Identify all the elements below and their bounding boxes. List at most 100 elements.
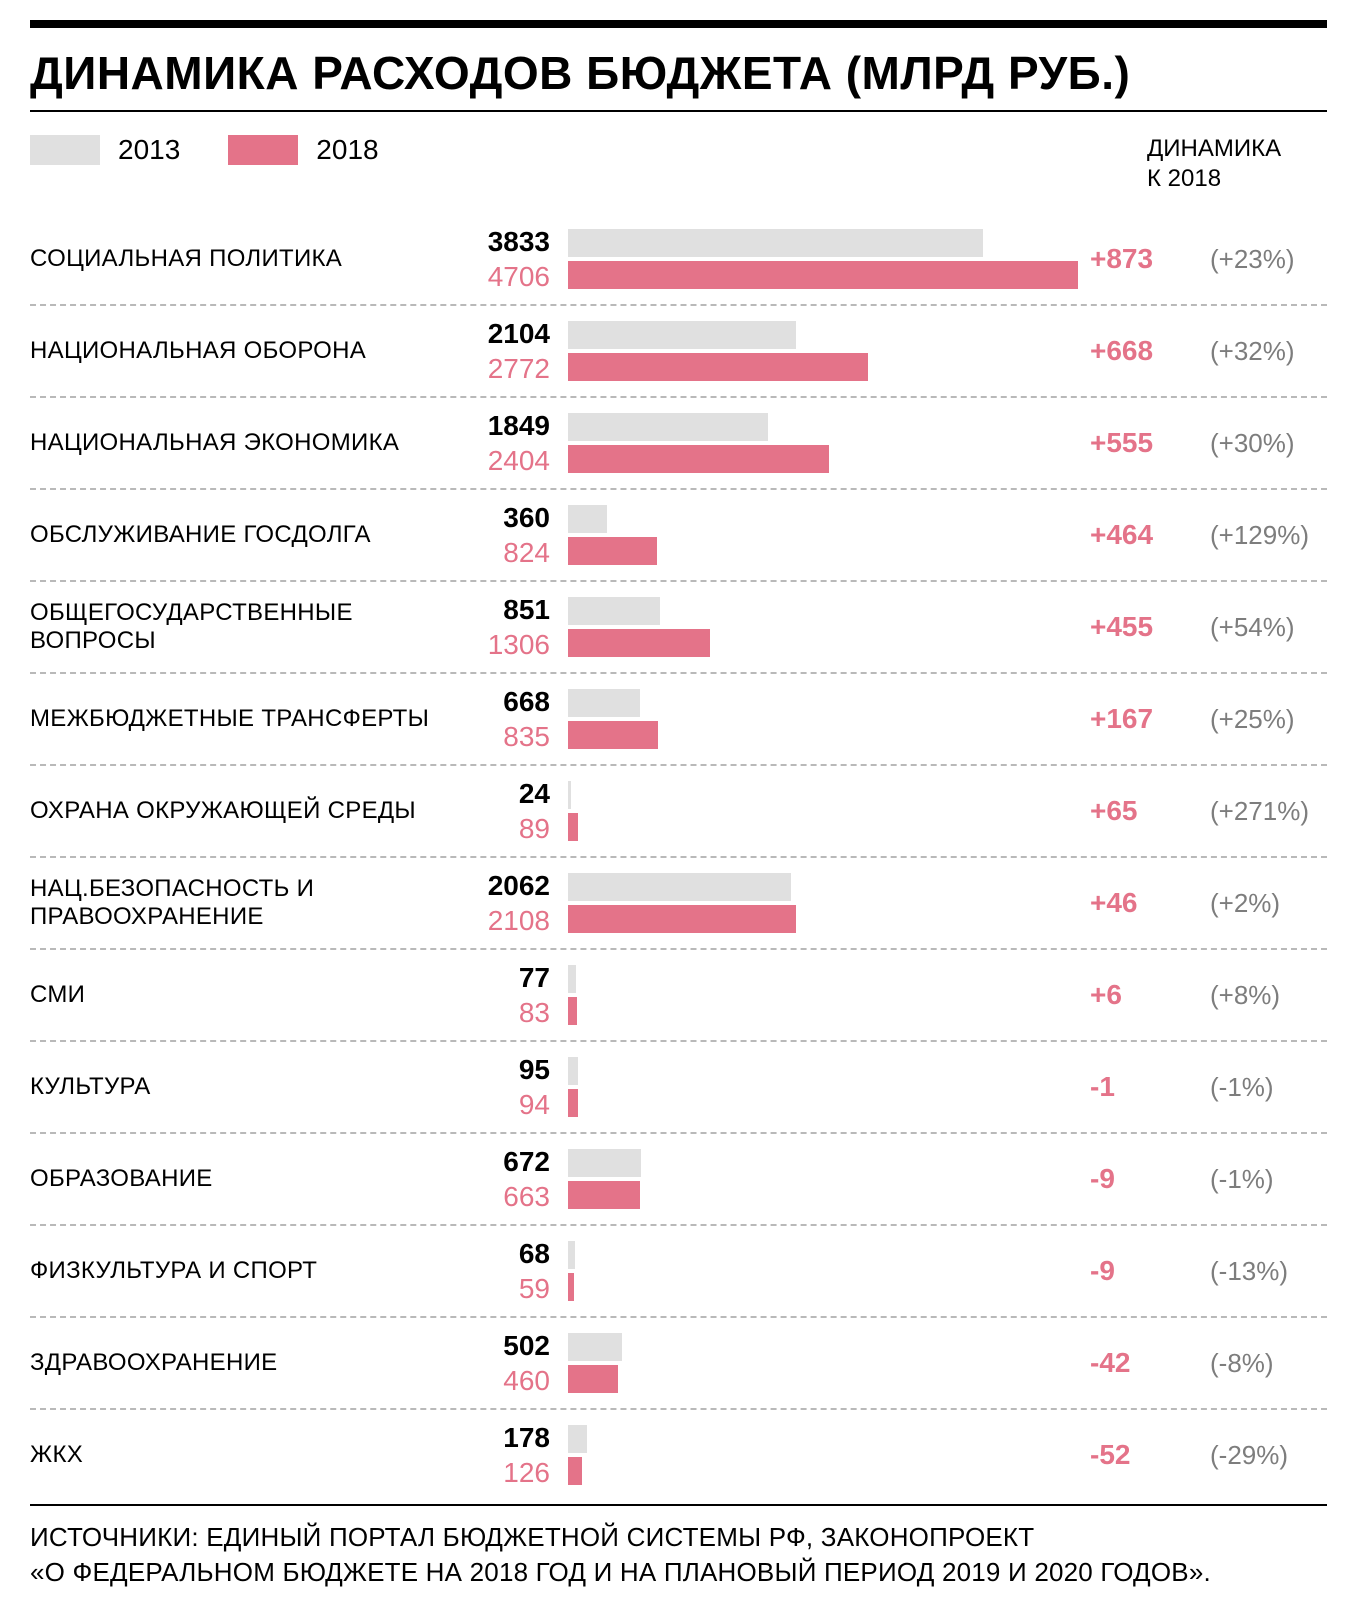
bar-2013 [568, 229, 983, 257]
delta-percent: (-29%) [1210, 1440, 1330, 1471]
value-2013: 502 [470, 1328, 550, 1363]
value-2013: 24 [470, 776, 550, 811]
delta-percent: (+30%) [1210, 428, 1330, 459]
value-pair: 668835 [470, 684, 550, 754]
value-2018: 2772 [470, 351, 550, 386]
value-2018: 94 [470, 1087, 550, 1122]
delta-value: -9 [1090, 1163, 1200, 1195]
bar-2013 [568, 1425, 587, 1453]
value-2018: 2108 [470, 903, 550, 938]
bar-2013 [568, 1149, 641, 1177]
delta-percent: (-1%) [1210, 1072, 1330, 1103]
chart-row: КУЛЬТУРА 9594 -1 (-1%) [30, 1042, 1327, 1134]
legend-label-2013: 2013 [118, 134, 180, 166]
value-pair: 6859 [470, 1236, 550, 1306]
delta-value: -42 [1090, 1347, 1200, 1379]
category-label: МЕЖБЮДЖЕТНЫЕ ТРАНСФЕРТЫ [30, 705, 460, 733]
delta-value: -52 [1090, 1439, 1200, 1471]
footer-rule [30, 1504, 1327, 1506]
dynamics-header-line1: ДИНАМИКА [1147, 134, 1327, 164]
page-title: ДИНАМИКА РАСХОДОВ БЮДЖЕТА (МЛРД РУБ.) [30, 46, 1327, 100]
value-2013: 1849 [470, 408, 550, 443]
category-label: КУЛЬТУРА [30, 1073, 460, 1101]
bar-2013 [568, 1057, 578, 1085]
swatch-2018 [228, 135, 298, 165]
value-pair: 672663 [470, 1144, 550, 1214]
chart-row: ОБСЛУЖИВАНИЕ ГОСДОЛГА360824+464(+129%) [30, 490, 1327, 582]
source-text: ИСТОЧНИКИ: ЕДИНЫЙ ПОРТАЛ БЮДЖЕТНОЙ СИСТЕ… [30, 1520, 1327, 1590]
bar-group [560, 1149, 1080, 1209]
chart-row: ФИЗКУЛЬТУРА И СПОРТ 6859 -9 (-13%) [30, 1226, 1327, 1318]
chart-row: СМИ7783+6(+8%) [30, 950, 1327, 1042]
delta-percent: (+54%) [1210, 612, 1330, 643]
delta-percent: (+23%) [1210, 244, 1330, 275]
value-pair: 360824 [470, 500, 550, 570]
delta-percent: (-13%) [1210, 1256, 1330, 1287]
bar-group [560, 1333, 1080, 1393]
delta-value: +167 [1090, 703, 1200, 735]
bar-2013 [568, 873, 791, 901]
value-pair: 9594 [470, 1052, 550, 1122]
value-2013: 360 [470, 500, 550, 535]
bar-group [560, 321, 1080, 381]
value-2013: 851 [470, 592, 550, 627]
delta-percent: (+25%) [1210, 704, 1330, 735]
category-label: НАЦИОНАЛЬНАЯ ЭКОНОМИКА [30, 429, 460, 457]
delta-value: -1 [1090, 1071, 1200, 1103]
value-2013: 672 [470, 1144, 550, 1179]
chart-row: ЗДРАВООХРАНЕНИЕ 502460 -42 (-8%) [30, 1318, 1327, 1410]
value-2018: 2404 [470, 443, 550, 478]
source-line2: «О ФЕДЕРАЛЬНОМ БЮДЖЕТЕ НА 2018 ГОД И НА … [30, 1555, 1327, 1590]
bar-group [560, 413, 1080, 473]
chart-row: МЕЖБЮДЖЕТНЫЕ ТРАНСФЕРТЫ 668835 +167 (+25%) [30, 674, 1327, 766]
bar-2013 [568, 321, 796, 349]
value-pair: 38334706 [470, 224, 550, 294]
delta-value: +65 [1090, 795, 1200, 827]
bar-2018 [568, 629, 710, 657]
value-2013: 68 [470, 1236, 550, 1271]
category-label: ЗДРАВООХРАНЕНИЕ [30, 1349, 460, 1377]
bar-2018 [568, 721, 658, 749]
category-label: ОХРАНА ОКРУЖАЮЩЕЙ СРЕДЫ [30, 797, 460, 825]
legend-row: 2013 2018 ДИНАМИКА К 2018 [30, 134, 1327, 194]
value-2018: 126 [470, 1455, 550, 1490]
bar-2018 [568, 997, 577, 1025]
delta-value: +6 [1090, 979, 1200, 1011]
bar-group [560, 965, 1080, 1025]
delta-percent: (+271%) [1210, 796, 1330, 827]
value-pair: 8511306 [470, 592, 550, 662]
bar-group [560, 597, 1080, 657]
delta-percent: (-8%) [1210, 1348, 1330, 1379]
value-2013: 2062 [470, 868, 550, 903]
delta-value: +455 [1090, 611, 1200, 643]
chart-row: ОБРАЗОВАНИЕ672663-9(-1%) [30, 1134, 1327, 1226]
category-label: СОЦИАЛЬНАЯ ПОЛИТИКА [30, 245, 460, 273]
bar-2018 [568, 261, 1078, 289]
delta-value: -9 [1090, 1255, 1200, 1287]
infographic-page: ДИНАМИКА РАСХОДОВ БЮДЖЕТА (МЛРД РУБ.) 20… [0, 0, 1357, 1620]
category-label: ЖКХ [30, 1441, 460, 1469]
value-2018: 460 [470, 1363, 550, 1398]
swatch-2013 [30, 135, 100, 165]
delta-percent: (+2%) [1210, 888, 1330, 919]
bar-2018 [568, 1181, 640, 1209]
chart-row: НАЦИОНАЛЬНАЯ ЭКОНОМИКА18492404+555(+30%) [30, 398, 1327, 490]
bar-group [560, 1425, 1080, 1485]
value-pair: 18492404 [470, 408, 550, 478]
top-rule [30, 20, 1327, 28]
value-pair: 2489 [470, 776, 550, 846]
category-label: СМИ [30, 981, 460, 1009]
chart-row: ОХРАНА ОКРУЖАЮЩЕЙ СРЕДЫ 2489 +65 (+271%) [30, 766, 1327, 858]
delta-value: +668 [1090, 335, 1200, 367]
value-2013: 95 [470, 1052, 550, 1087]
bar-2013 [568, 413, 768, 441]
bar-group [560, 229, 1080, 289]
category-label: ФИЗКУЛЬТУРА И СПОРТ [30, 1257, 460, 1285]
value-pair: 7783 [470, 960, 550, 1030]
value-2013: 77 [470, 960, 550, 995]
bar-2018 [568, 1089, 578, 1117]
delta-value: +873 [1090, 243, 1200, 275]
value-2018: 663 [470, 1179, 550, 1214]
bar-group [560, 781, 1080, 841]
value-pair: 21042772 [470, 316, 550, 386]
